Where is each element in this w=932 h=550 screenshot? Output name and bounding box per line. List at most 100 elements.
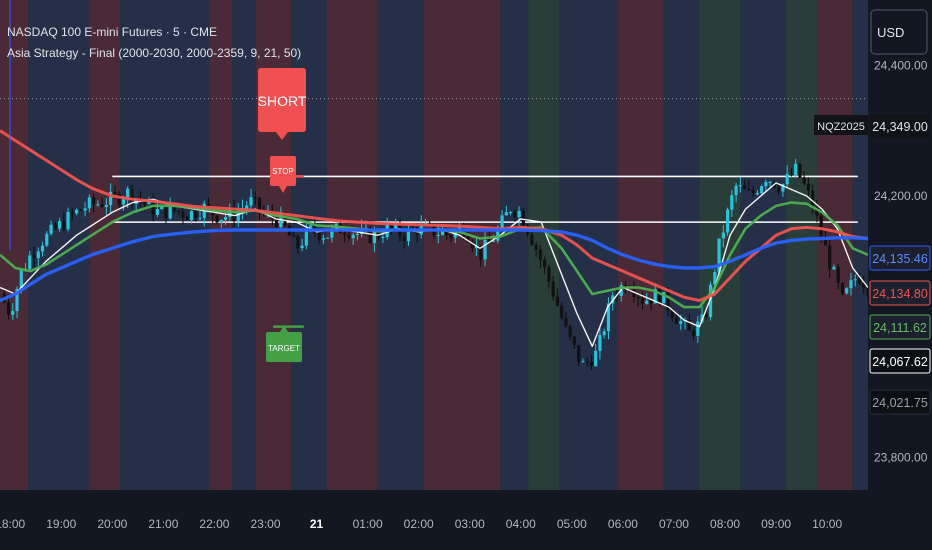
time-tick-15: 09:00 bbox=[761, 517, 791, 531]
stop-marker[interactable]: STOP bbox=[270, 156, 296, 193]
candle-body bbox=[857, 279, 862, 284]
candle-body bbox=[670, 310, 674, 318]
session-band-13 bbox=[559, 0, 618, 490]
session-band-19 bbox=[816, 0, 853, 490]
candle-112 bbox=[479, 245, 483, 268]
session-band-3 bbox=[119, 0, 210, 490]
candle-94 bbox=[402, 232, 406, 249]
candle-132 bbox=[564, 311, 568, 328]
candle-body bbox=[819, 215, 823, 237]
candle-21 bbox=[92, 193, 96, 213]
candle-body bbox=[223, 216, 228, 220]
candle-body bbox=[487, 239, 491, 242]
price-label-text: 24,021.75 bbox=[872, 396, 928, 410]
candle-118 bbox=[504, 205, 508, 216]
time-tick-12: 06:00 bbox=[608, 517, 638, 531]
symbol-title: NASDAQ 100 E-mini Futures · 5 · CME bbox=[7, 25, 217, 39]
candle-71 bbox=[304, 223, 308, 250]
candle-body bbox=[36, 251, 40, 259]
candle-39 bbox=[168, 197, 172, 220]
candle-body bbox=[479, 245, 483, 260]
candle-body bbox=[347, 234, 351, 239]
candle-177 bbox=[755, 189, 759, 196]
candle-body bbox=[760, 186, 764, 194]
candle-body bbox=[283, 212, 287, 226]
candle-83 bbox=[355, 231, 360, 241]
series-ema-fast bbox=[0, 182, 869, 347]
candle-body bbox=[794, 163, 798, 176]
candle-body bbox=[725, 209, 730, 233]
candle-body bbox=[713, 272, 717, 285]
candle-body bbox=[143, 201, 147, 205]
target-marker[interactable]: TARGET bbox=[266, 325, 302, 362]
short-marker[interactable]: SHORT bbox=[258, 68, 307, 140]
candle-body bbox=[606, 303, 611, 332]
series-sma bbox=[0, 228, 869, 303]
candle-168 bbox=[717, 238, 721, 276]
time-tick-4: 22:00 bbox=[199, 517, 229, 531]
candle-body bbox=[274, 218, 279, 227]
candle-body bbox=[738, 185, 742, 187]
candle-body bbox=[160, 206, 164, 210]
candle-body bbox=[19, 270, 23, 289]
candle-body bbox=[321, 238, 325, 240]
currency-button[interactable] bbox=[870, 9, 928, 55]
candle-body bbox=[428, 222, 432, 224]
short-label-pointer bbox=[276, 132, 288, 140]
candle-body bbox=[109, 191, 113, 206]
candle-body bbox=[823, 236, 828, 246]
candle-163 bbox=[696, 316, 700, 343]
candle-body bbox=[785, 174, 789, 185]
candle-body bbox=[87, 197, 91, 209]
candle-body bbox=[645, 300, 649, 304]
candle-57 bbox=[245, 201, 249, 215]
candle-60 bbox=[257, 197, 262, 220]
candle-body bbox=[798, 163, 802, 178]
candle-body bbox=[521, 211, 525, 226]
candle-body bbox=[368, 227, 372, 244]
candle-body bbox=[245, 205, 249, 209]
candle-body bbox=[15, 288, 19, 311]
price-label-black: 24,021.75 bbox=[869, 389, 931, 415]
candle-35 bbox=[151, 193, 155, 222]
candle-body bbox=[470, 241, 474, 249]
candle-158 bbox=[674, 313, 679, 325]
time-tick-6: 21 bbox=[310, 517, 324, 531]
candle-body bbox=[500, 215, 504, 229]
candle-body bbox=[862, 283, 866, 289]
candle-125 bbox=[534, 242, 538, 258]
candle-58 bbox=[249, 188, 253, 211]
candle-body bbox=[40, 245, 45, 252]
price-label-text: 24,111.62 bbox=[873, 321, 927, 335]
contract-tag-label: NQZ2025 bbox=[817, 121, 865, 133]
candle-body bbox=[657, 289, 662, 304]
candle-body bbox=[538, 249, 542, 260]
price-label-box bbox=[870, 114, 930, 138]
candle-body bbox=[534, 244, 538, 250]
time-tick-10: 04:00 bbox=[506, 517, 536, 531]
candle-body bbox=[219, 219, 223, 223]
time-tick-11: 05:00 bbox=[557, 517, 587, 531]
candle-body bbox=[151, 199, 155, 215]
candle-15 bbox=[66, 207, 70, 232]
candle-121 bbox=[517, 206, 521, 226]
candle-body bbox=[700, 314, 704, 322]
candle-body bbox=[466, 236, 470, 242]
candle-body bbox=[815, 207, 819, 216]
session-band-11 bbox=[500, 0, 529, 490]
candle-119 bbox=[508, 210, 513, 216]
candle-body bbox=[181, 211, 185, 218]
candle-131 bbox=[560, 302, 564, 321]
price-label-red: 24,134.80 bbox=[869, 280, 931, 306]
candle-body bbox=[751, 190, 755, 194]
contract-tag-box bbox=[814, 115, 868, 135]
candle-body bbox=[679, 321, 683, 324]
candle-8 bbox=[36, 247, 40, 267]
time-tick-14: 08:00 bbox=[710, 517, 740, 531]
candle-body bbox=[513, 212, 517, 218]
candle-body bbox=[836, 266, 840, 283]
candle-150 bbox=[640, 291, 645, 310]
candle-body bbox=[79, 209, 83, 211]
candle-body bbox=[840, 282, 845, 294]
